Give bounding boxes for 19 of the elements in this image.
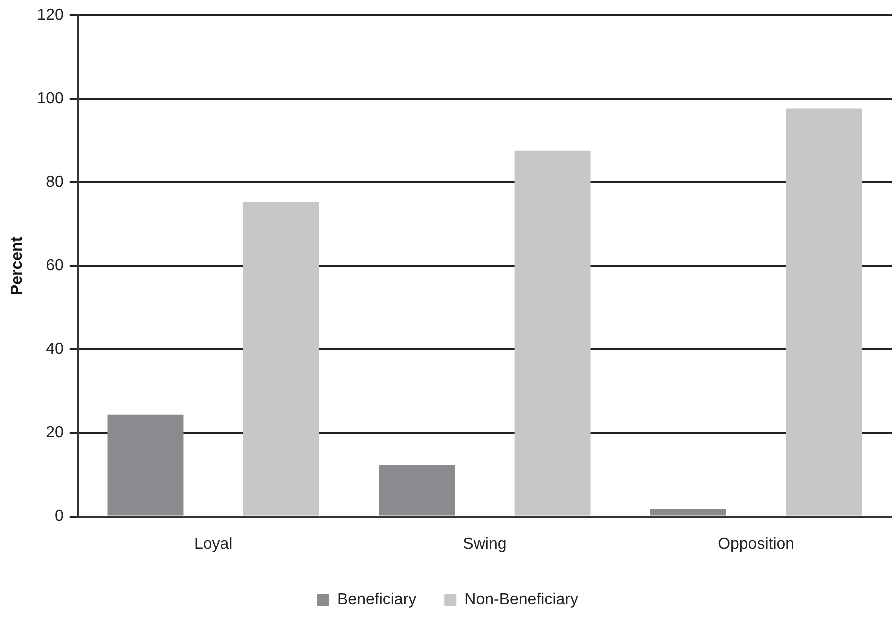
legend-label: Beneficiary (338, 591, 417, 608)
bar (379, 465, 456, 516)
y-tick-label: 120 (37, 7, 64, 24)
y-tick-label: 60 (46, 258, 64, 275)
bar (108, 414, 184, 516)
x-tick-label: Swing (463, 536, 507, 553)
y-tick-label: 20 (46, 424, 64, 442)
y-tick-label: 40 (46, 341, 64, 358)
y-axis-title: Percent (9, 236, 26, 296)
bar (243, 202, 320, 516)
legend-label: Non-Beneficiary (464, 591, 578, 608)
bar (650, 509, 726, 516)
bar (514, 150, 591, 516)
y-tick-label: 100 (37, 90, 64, 108)
y-tick-label: 80 (46, 174, 64, 192)
y-tick-label: 0 (54, 508, 64, 526)
bar (786, 108, 862, 516)
x-tick-label: Loyal (194, 536, 233, 553)
x-tick-label: Opposition (718, 536, 795, 553)
